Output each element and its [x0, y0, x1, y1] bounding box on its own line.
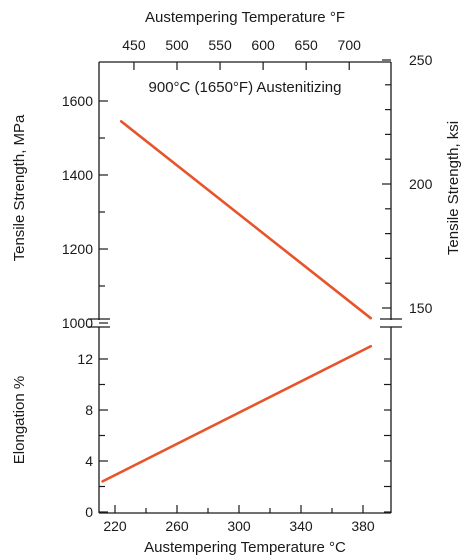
x-top-tick-label: 650: [294, 37, 318, 53]
y-label-tensile-right: Tensile Strength, ksi: [445, 121, 462, 255]
y-tensile-tick-label: 1600: [62, 93, 93, 109]
x-top-tick-label: 700: [338, 37, 362, 53]
x-bottom-tick-label: 380: [351, 518, 375, 534]
y-elongation-tick-label: 4: [85, 453, 93, 469]
y-label-elongation: Elongation %: [11, 376, 28, 464]
x-top-tick-label: 600: [251, 37, 275, 53]
x-bottom-tick-label: 300: [227, 518, 251, 534]
chart-annotation: 900°C (1650°F) Austenitizing: [149, 79, 342, 96]
x-bottom-tick-label: 220: [103, 518, 127, 534]
x-top-axis-label: Austempering Temperature °F: [145, 9, 345, 26]
elongation-line: [101, 344, 373, 483]
tensile-strength-line: [119, 120, 373, 320]
y-tensile-tick-label: 1000: [62, 315, 93, 331]
x-bottom-tick-label: 340: [289, 518, 313, 534]
series-group: [101, 120, 373, 483]
y-label-tensile-left: Tensile Strength, MPa: [11, 114, 28, 261]
x-top-tick-label: 550: [208, 37, 232, 53]
y-tensile-tick-label: 1400: [62, 167, 93, 183]
y-elongation-tick-label: 8: [85, 402, 93, 418]
y-ksi-tick-label: 200: [409, 176, 433, 192]
x-bottom-axis-label: Austempering Temperature °C: [144, 539, 346, 556]
y-elongation-tick-label: 0: [85, 504, 93, 520]
x-top-tick-label: 450: [122, 37, 146, 53]
y-elongation-tick-label: 12: [77, 351, 93, 367]
x-bottom-tick-label: 260: [165, 518, 189, 534]
x-top-tick-label: 500: [165, 37, 189, 53]
y-ksi-tick-label: 150: [409, 300, 433, 316]
y-tensile-tick-label: 1200: [62, 241, 93, 257]
y-ksi-tick-label: 250: [409, 52, 433, 68]
